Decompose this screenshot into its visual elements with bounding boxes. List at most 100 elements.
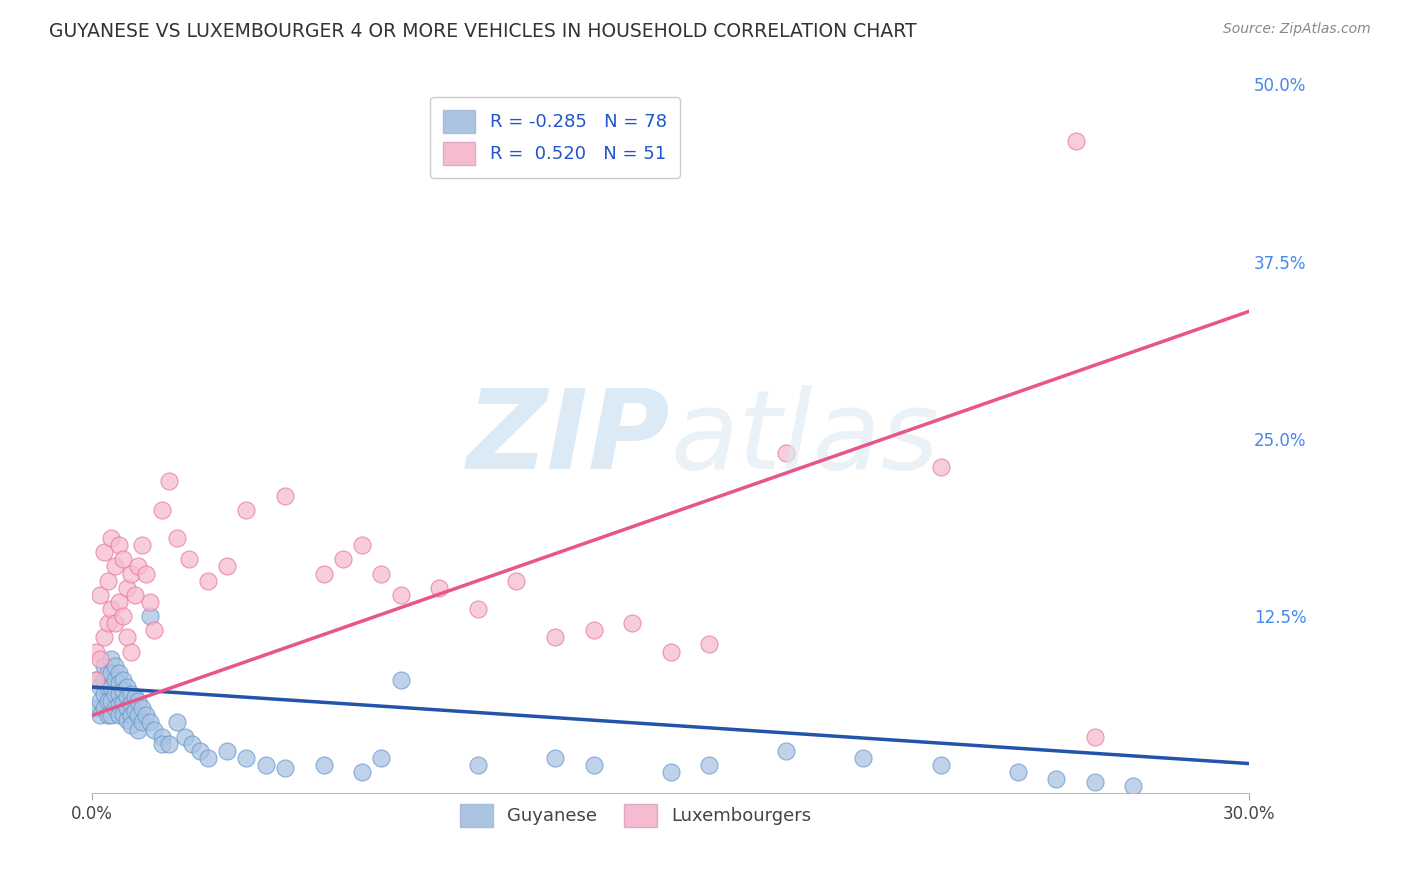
Point: [254, 758, 277, 772]
Point: [127, 559, 149, 574]
Text: Source: ZipAtlas.com: Source: ZipAtlas.com: [1223, 22, 1371, 37]
Point: [467, 758, 489, 772]
Point: [197, 574, 219, 588]
Point: [100, 665, 122, 680]
Point: [108, 708, 131, 723]
Point: [427, 581, 450, 595]
Point: [131, 715, 153, 730]
Point: [108, 665, 131, 680]
Point: [115, 690, 138, 704]
Point: [93, 658, 115, 673]
Point: [112, 552, 135, 566]
Point: [1122, 779, 1144, 793]
Point: [97, 694, 120, 708]
Point: [84, 644, 107, 658]
Point: [100, 651, 122, 665]
Point: [115, 680, 138, 694]
Point: [131, 538, 153, 552]
Point: [274, 489, 297, 503]
Point: [274, 761, 297, 775]
Point: [142, 624, 165, 638]
Point: [112, 706, 135, 721]
Point: [104, 673, 127, 687]
Point: [89, 694, 111, 708]
Point: [929, 460, 952, 475]
Point: [112, 609, 135, 624]
Point: [112, 684, 135, 698]
Point: [217, 744, 239, 758]
Point: [659, 765, 682, 780]
Point: [582, 758, 605, 772]
Point: [100, 694, 122, 708]
Point: [332, 552, 354, 566]
Point: [505, 574, 527, 588]
Point: [120, 718, 142, 732]
Text: GUYANESE VS LUXEMBOURGER 4 OR MORE VEHICLES IN HOUSEHOLD CORRELATION CHART: GUYANESE VS LUXEMBOURGER 4 OR MORE VEHIC…: [49, 22, 917, 41]
Point: [370, 566, 392, 581]
Point: [697, 758, 720, 772]
Point: [108, 687, 131, 701]
Point: [852, 751, 875, 765]
Point: [370, 751, 392, 765]
Point: [124, 588, 146, 602]
Point: [139, 715, 162, 730]
Point: [97, 708, 120, 723]
Point: [139, 609, 162, 624]
Point: [582, 624, 605, 638]
Point: [115, 631, 138, 645]
Point: [84, 673, 107, 687]
Point: [139, 595, 162, 609]
Point: [188, 744, 211, 758]
Point: [173, 730, 195, 744]
Point: [235, 751, 257, 765]
Point: [150, 737, 173, 751]
Point: [115, 701, 138, 715]
Point: [84, 701, 107, 715]
Point: [120, 644, 142, 658]
Point: [104, 701, 127, 715]
Point: [93, 673, 115, 687]
Point: [115, 581, 138, 595]
Point: [131, 701, 153, 715]
Point: [352, 538, 374, 552]
Point: [112, 673, 135, 687]
Legend: Guyanese, Luxembourgers: Guyanese, Luxembourgers: [453, 797, 818, 834]
Point: [89, 588, 111, 602]
Point: [89, 651, 111, 665]
Point: [217, 559, 239, 574]
Point: [97, 616, 120, 631]
Point: [157, 475, 180, 489]
Point: [150, 730, 173, 744]
Point: [127, 708, 149, 723]
Point: [112, 696, 135, 710]
Point: [97, 680, 120, 694]
Point: [104, 687, 127, 701]
Point: [124, 690, 146, 704]
Point: [84, 673, 107, 687]
Point: [100, 602, 122, 616]
Point: [467, 602, 489, 616]
Point: [697, 638, 720, 652]
Point: [775, 744, 797, 758]
Point: [142, 723, 165, 737]
Point: [120, 697, 142, 711]
Point: [135, 708, 157, 723]
Point: [100, 680, 122, 694]
Point: [100, 708, 122, 723]
Point: [1064, 134, 1087, 148]
Point: [120, 687, 142, 701]
Point: [108, 698, 131, 713]
Point: [166, 715, 188, 730]
Point: [157, 737, 180, 751]
Point: [115, 713, 138, 727]
Point: [150, 503, 173, 517]
Point: [929, 758, 952, 772]
Point: [659, 644, 682, 658]
Point: [1084, 775, 1107, 789]
Point: [389, 673, 412, 687]
Point: [120, 708, 142, 723]
Point: [124, 704, 146, 718]
Point: [177, 552, 200, 566]
Point: [621, 616, 644, 631]
Point: [93, 701, 115, 715]
